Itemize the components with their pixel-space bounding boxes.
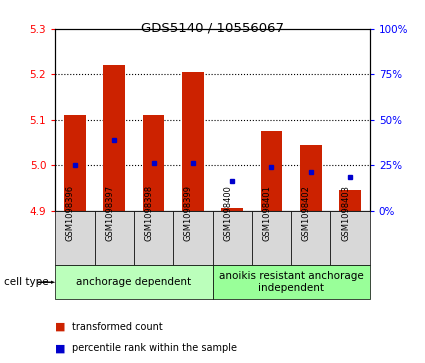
Text: GSM1098398: GSM1098398 xyxy=(144,185,153,241)
Text: percentile rank within the sample: percentile rank within the sample xyxy=(72,343,237,354)
Text: cell type: cell type xyxy=(4,277,49,287)
Bar xyxy=(143,115,164,211)
Text: GSM1098399: GSM1098399 xyxy=(184,185,193,241)
Bar xyxy=(300,145,322,211)
Text: GSM1098397: GSM1098397 xyxy=(105,185,114,241)
Text: GSM1098403: GSM1098403 xyxy=(341,185,350,241)
Text: anoikis resistant anchorage
independent: anoikis resistant anchorage independent xyxy=(219,272,363,293)
Text: GSM1098402: GSM1098402 xyxy=(302,185,311,241)
Bar xyxy=(103,65,125,211)
Bar xyxy=(182,72,204,211)
Text: GSM1098401: GSM1098401 xyxy=(263,185,272,241)
Text: GDS5140 / 10556067: GDS5140 / 10556067 xyxy=(141,22,284,35)
Text: ■: ■ xyxy=(55,322,66,332)
Text: GSM1098400: GSM1098400 xyxy=(223,185,232,241)
Bar xyxy=(221,208,243,211)
Bar xyxy=(261,131,282,211)
Text: transformed count: transformed count xyxy=(72,322,163,332)
Text: anchorage dependent: anchorage dependent xyxy=(76,277,191,287)
Bar xyxy=(64,115,86,211)
Text: GSM1098396: GSM1098396 xyxy=(66,185,75,241)
Bar xyxy=(339,190,361,211)
Text: ■: ■ xyxy=(55,343,66,354)
